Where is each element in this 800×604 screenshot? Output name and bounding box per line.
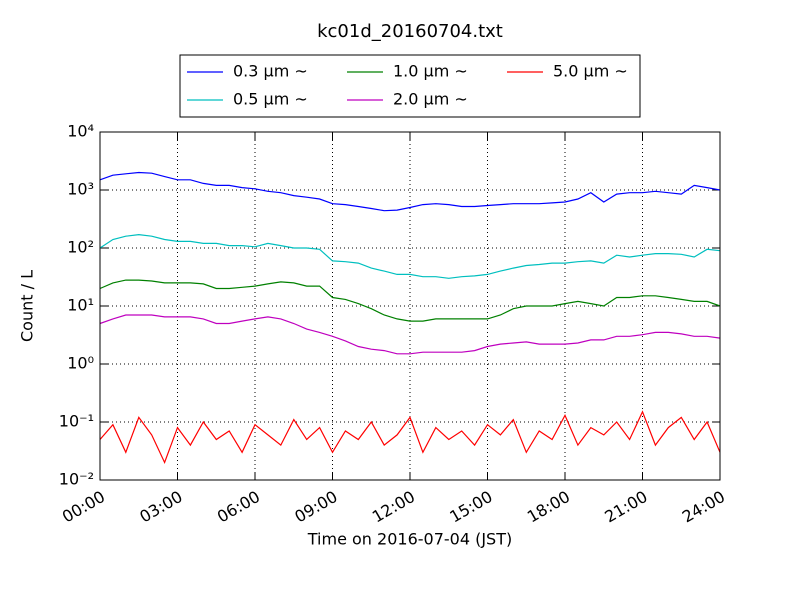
y-tick-label: 10² [67, 238, 94, 257]
series-line [99, 233, 721, 279]
y-tick-label: 10⁰ [67, 354, 94, 373]
y-tick-label: 10⁻¹ [59, 412, 94, 431]
legend-label: 5.0 μm ~ [553, 62, 628, 81]
legend-label: 0.5 μm ~ [233, 90, 308, 109]
legend-label: 2.0 μm ~ [393, 90, 468, 109]
y-tick-label: 10⁻² [59, 470, 94, 489]
series-line [99, 279, 721, 322]
chart-title: kc01d_20160704.txt [317, 21, 503, 42]
legend-label: 0.3 μm ~ [233, 62, 308, 81]
series-line [99, 314, 721, 355]
y-axis-label: Count / L [18, 270, 37, 342]
y-tick-label: 10³ [67, 180, 94, 199]
legend-label: 1.0 μm ~ [393, 62, 468, 81]
legend-box [179, 54, 641, 118]
y-tick-label: 10¹ [67, 296, 94, 315]
x-axis-label: Time on 2016-07-04 (JST) [307, 530, 512, 549]
series-line [99, 171, 721, 212]
series-line [99, 410, 721, 465]
y-tick-label: 10⁴ [67, 122, 94, 141]
plot-frame [99, 131, 721, 481]
